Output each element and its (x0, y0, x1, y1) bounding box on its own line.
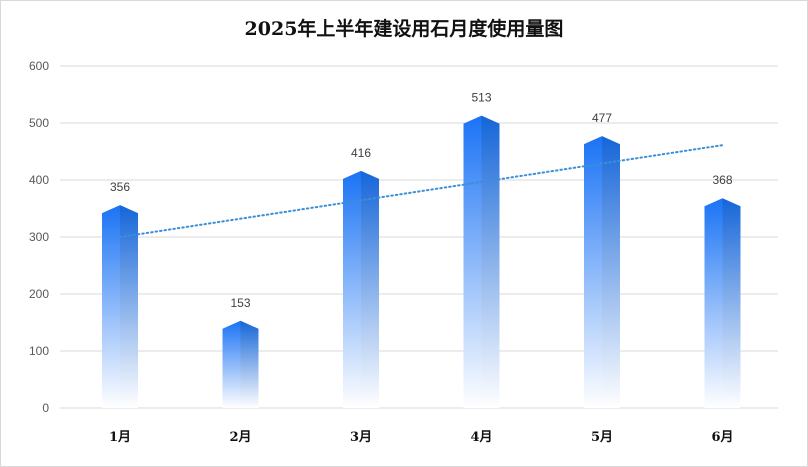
bar-face-right (120, 205, 138, 408)
chart-title: 2025年上半年建设用石月度使用量图 (244, 18, 564, 40)
x-tick-label: 5月 (591, 430, 613, 445)
gridlines (60, 65, 778, 409)
bar (222, 320, 259, 408)
bar-face-left (463, 115, 482, 408)
bar-face-right (602, 136, 620, 409)
x-tick-label: 3月 (350, 430, 372, 445)
trendline-path (119, 144, 724, 239)
x-tick-label: 2月 (229, 430, 251, 445)
x-tick-label: 6月 (711, 430, 733, 445)
bar-face-left (102, 205, 120, 408)
bar-face-left (222, 320, 241, 408)
bars (102, 115, 741, 409)
bar-face-right (722, 198, 741, 408)
y-axis-tick-labels: 0 100 200 300 400 500 600 (29, 59, 49, 415)
data-label: 368 (712, 173, 732, 187)
bar (102, 205, 138, 408)
y-tick-label: 600 (29, 59, 49, 73)
y-tick-label: 200 (29, 287, 49, 301)
bar-face-left (704, 198, 723, 408)
bar-face-right (240, 320, 259, 408)
bar (343, 170, 379, 408)
bar-face-right (361, 170, 379, 408)
x-axis-tick-labels: 1月 2月 3月 4月 5月 6月 (109, 430, 734, 445)
data-label: 153 (230, 296, 250, 310)
bar-face-right (481, 115, 500, 408)
data-label: 416 (351, 146, 371, 160)
y-tick-label: 500 (29, 116, 49, 130)
bar (584, 136, 620, 409)
x-tick-label: 4月 (470, 430, 492, 445)
bar (463, 115, 500, 408)
data-labels: 356 153 416 513 477 368 (110, 91, 733, 310)
y-tick-label: 100 (29, 344, 49, 358)
bar-face-left (343, 170, 361, 408)
data-label: 513 (471, 91, 491, 105)
bar-face-left (584, 136, 602, 409)
data-label: 477 (592, 111, 612, 125)
y-tick-label: 300 (29, 230, 49, 244)
y-tick-label: 0 (42, 401, 49, 415)
bar (704, 198, 741, 408)
y-tick-label: 400 (29, 173, 49, 187)
trendline (119, 144, 724, 239)
x-tick-label: 1月 (109, 430, 131, 445)
data-label: 356 (110, 180, 130, 194)
